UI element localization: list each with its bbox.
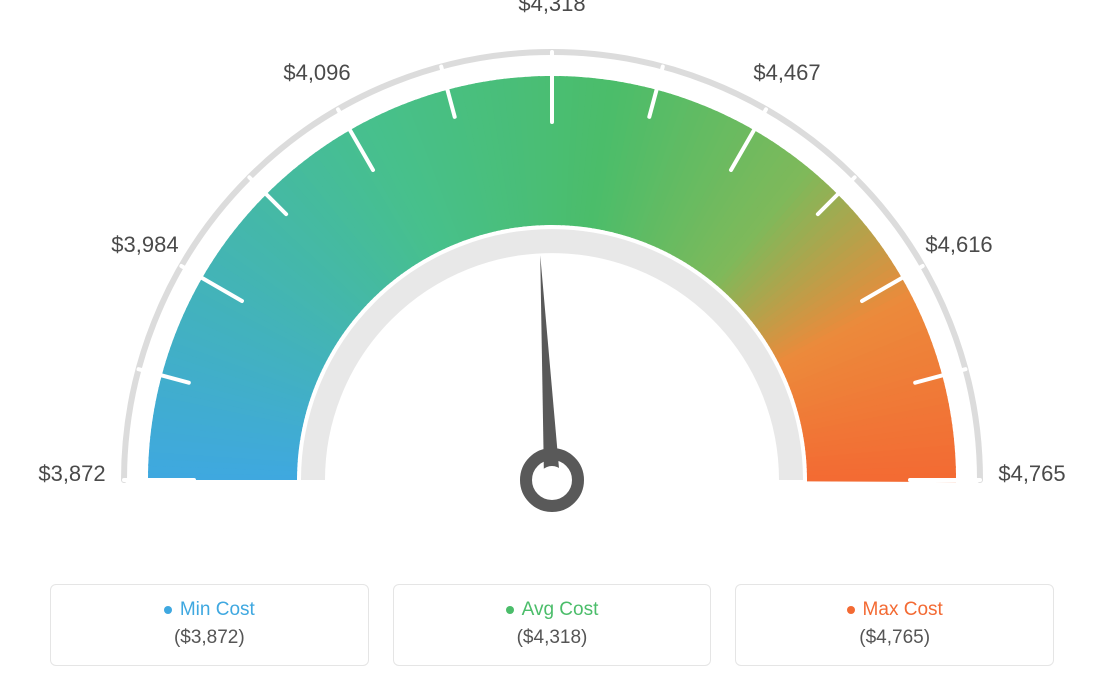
legend-card-max: Max Cost ($4,765) xyxy=(735,584,1054,666)
legend-value-avg: ($4,318) xyxy=(412,627,693,649)
gauge-area: $3,872 $3,984 $4,096 $4,318 $4,467 $4,616 $4,7… xyxy=(0,0,1104,560)
legend-label-max: Max Cost xyxy=(863,599,943,621)
legend-row: Min Cost ($3,872) Avg Cost ($4,318) Max … xyxy=(50,584,1054,666)
gauge-svg xyxy=(0,0,1104,560)
legend-value-max: ($4,765) xyxy=(754,627,1035,649)
gauge-tick-label: $3,984 xyxy=(111,232,178,258)
legend-card-min: Min Cost ($3,872) xyxy=(50,584,369,666)
gauge-tick-label: $4,467 xyxy=(753,60,820,86)
legend-dot-max xyxy=(847,606,855,614)
legend-label-min: Min Cost xyxy=(180,599,255,621)
legend-dot-min xyxy=(164,606,172,614)
cost-gauge-widget: $3,872 $3,984 $4,096 $4,318 $4,467 $4,616 $4,7… xyxy=(0,0,1104,690)
gauge-tick-label: $4,765 xyxy=(998,461,1065,487)
gauge-tick-label: $4,096 xyxy=(283,60,350,86)
gauge-tick-label: $3,872 xyxy=(38,461,105,487)
legend-label-avg: Avg Cost xyxy=(522,599,599,621)
legend-value-min: ($3,872) xyxy=(69,627,350,649)
legend-dot-avg xyxy=(506,606,514,614)
gauge-tick-label: $4,616 xyxy=(925,232,992,258)
gauge-tick-label: $4,318 xyxy=(518,0,585,17)
legend-card-avg: Avg Cost ($4,318) xyxy=(393,584,712,666)
